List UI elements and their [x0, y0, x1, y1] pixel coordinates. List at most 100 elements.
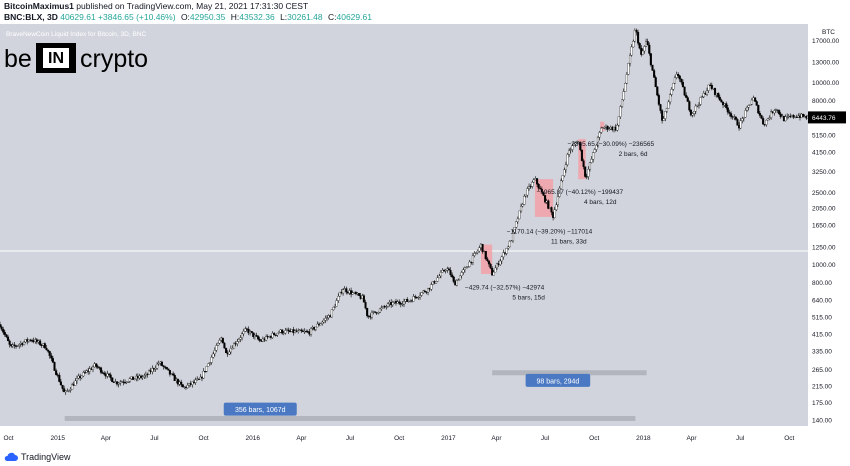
y-tick-label: 2500.00 [812, 190, 836, 197]
candle-body [620, 99, 624, 107]
candle-body [707, 84, 710, 91]
y-tick-label: 3250.00 [812, 169, 836, 176]
candle-body [478, 247, 481, 252]
tradingview-logo[interactable]: TradingView [4, 452, 71, 462]
y-tick-label: 1000.00 [812, 262, 836, 269]
published-text: published on TradingView.com, May 21, 20… [76, 1, 309, 11]
candle-body [648, 44, 651, 54]
y-tick-label: 215.00 [812, 384, 832, 391]
candle-body [630, 46, 633, 56]
candle-body [718, 96, 721, 101]
candle-body [657, 95, 660, 105]
candle-body [627, 63, 630, 75]
candle-body [579, 142, 582, 151]
candle-body [460, 272, 463, 277]
y-tick-label: 515.00 [812, 315, 832, 322]
candle-body [628, 55, 632, 64]
watermark-text-right: crypto [80, 45, 148, 73]
candle-body [582, 160, 585, 167]
candle-body [475, 252, 478, 254]
range-label-1: 356 bars, 1067d [235, 407, 286, 414]
candle-body [157, 363, 160, 365]
candle-body [391, 302, 394, 306]
published-by-line: BitcoinMaximus1 published on TradingView… [4, 1, 308, 11]
candle-body [468, 261, 471, 267]
candle-body [229, 348, 232, 353]
tradingview-brand: TradingView [21, 452, 71, 462]
last-price-label: 6443.76 [812, 115, 836, 122]
candle-body [321, 321, 324, 324]
correction-measure-3: −1965.87 (−40.12%) −199437 [537, 189, 624, 196]
candle-body [649, 53, 652, 66]
candle-body [2, 329, 5, 333]
candle-body [213, 350, 216, 355]
candle-body [802, 113, 805, 117]
candle-body [669, 94, 672, 103]
candle-body [757, 105, 760, 114]
candle-body [423, 290, 426, 292]
candle-body [276, 332, 279, 336]
candle-body [502, 252, 505, 258]
candle-body [747, 105, 750, 108]
candle-body [606, 125, 609, 130]
candle-body [309, 328, 313, 335]
candle-body [795, 116, 798, 118]
price-chart[interactable]: BraveNewCoin Liquid Index for Bitcoin, 3… [0, 24, 850, 450]
candle-body [476, 250, 479, 253]
candle-body [616, 125, 619, 131]
x-tick-label: 2017 [441, 435, 456, 442]
watermark-text-left: be [4, 45, 32, 73]
candle-body [438, 275, 441, 279]
correction-box-4 [600, 121, 605, 132]
candle-body [776, 109, 779, 111]
high-value: 43532.36 [239, 12, 275, 22]
candle-body [50, 355, 53, 359]
candle-body [212, 353, 215, 358]
candle-body [342, 289, 345, 294]
author-name[interactable]: BitcoinMaximus1 [4, 1, 74, 11]
candle-body [205, 366, 208, 372]
candle-body [558, 188, 561, 197]
candle-body [63, 388, 66, 393]
candle-body [244, 328, 247, 332]
candle-body [741, 118, 744, 121]
candle-body [378, 308, 382, 313]
candle-body [370, 312, 373, 318]
candle-body [59, 381, 62, 386]
candle-body [402, 301, 406, 305]
candle-body [622, 91, 625, 101]
candle-body [593, 149, 596, 153]
candle-body [281, 329, 284, 334]
candle-body [653, 70, 656, 78]
candle-body [319, 323, 322, 326]
candle-body [168, 370, 171, 375]
candle-body [749, 104, 752, 106]
candle-body [489, 263, 492, 269]
candle-body [499, 260, 502, 266]
candle-body [58, 375, 61, 382]
candle-body [207, 363, 210, 367]
x-tick-label: 2018 [636, 435, 651, 442]
candle-body [350, 290, 353, 295]
candle-body [632, 41, 635, 48]
candle-body [218, 340, 221, 344]
candle-body [536, 178, 539, 185]
candle-body [701, 96, 704, 98]
candle-body [430, 284, 433, 290]
x-tick-label: Apr [101, 435, 112, 442]
candle-body [696, 105, 699, 107]
candle-body [689, 110, 693, 116]
candle-body [680, 78, 683, 83]
y-tick-label: 8000.00 [812, 98, 836, 105]
candle-body [91, 366, 95, 370]
candle-body [521, 204, 524, 207]
low-value: 30261.48 [287, 12, 323, 22]
publication-header: BitcoinMaximus1 published on TradingView… [0, 0, 850, 24]
candle-body [125, 381, 128, 383]
candle-body [555, 204, 558, 210]
close-value: 40629.61 [336, 12, 372, 22]
candle-body [271, 333, 274, 338]
x-tick-label: Jul [541, 435, 550, 442]
candle-body [699, 97, 702, 105]
candle-body [115, 381, 119, 385]
